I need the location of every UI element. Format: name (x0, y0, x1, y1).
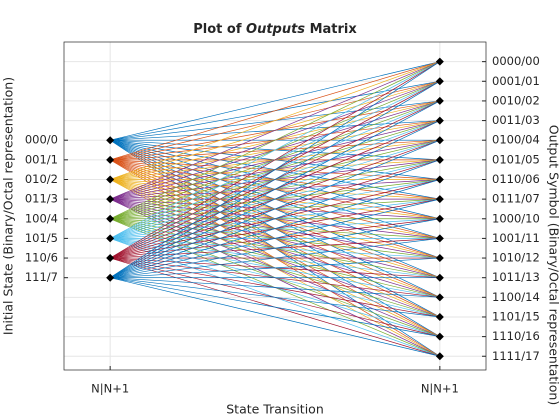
y2-tick-label: 0011/03 (492, 113, 540, 127)
state-node (106, 195, 115, 204)
transition-line (109, 61, 441, 259)
state-node (106, 234, 115, 243)
y2-tick-label: 0101/05 (492, 152, 540, 166)
output-node (435, 352, 444, 361)
transition-line (110, 61, 440, 141)
x-tick-label: N|N+1 (91, 382, 129, 396)
transition-line (109, 61, 441, 239)
transition-line (110, 139, 440, 279)
y2-tick-label: 1101/15 (492, 309, 540, 323)
y2-tick-label: 1010/12 (492, 251, 540, 265)
output-node (435, 293, 444, 302)
y-tick-label: 010/2 (25, 172, 58, 186)
state-node (106, 273, 115, 282)
y-tick-label: 111/7 (25, 270, 58, 284)
transition-line (110, 61, 440, 180)
y2-tick-label: 0001/01 (492, 74, 540, 88)
transition-line (110, 198, 440, 279)
state-node (106, 136, 115, 145)
transition-line (109, 100, 441, 278)
y2-tick-label: 0111/07 (492, 192, 540, 206)
title-part: Plot of (193, 22, 246, 37)
y2-tick-label: 0000/00 (492, 54, 540, 68)
y-tick-label: 101/5 (25, 231, 58, 245)
output-node (435, 214, 444, 223)
transition-line (110, 257, 440, 279)
y-tick-label: 100/4 (25, 211, 58, 225)
output-node (435, 234, 444, 243)
y-tick-label: 011/3 (25, 192, 58, 206)
plot-box (63, 41, 487, 371)
transition-line (110, 61, 440, 220)
output-node (435, 155, 444, 164)
x-tick-label: N|N+1 (421, 382, 459, 396)
transition-line (110, 277, 440, 337)
chart-title: Plot of Outputs Matrix (193, 22, 357, 37)
transition-line (110, 277, 440, 357)
transition-line (110, 179, 440, 279)
output-node (435, 175, 444, 184)
output-node (435, 116, 444, 125)
output-node (435, 57, 444, 66)
title-part: Outputs (246, 22, 305, 37)
transition-line (110, 218, 440, 279)
transition-line (110, 277, 440, 298)
y-axis-label: Initial State (Binary/Octal representati… (1, 77, 16, 335)
transition-line (110, 61, 440, 200)
y-tick-label: 000/0 (25, 133, 58, 147)
y-tick-label: 110/6 (25, 251, 58, 265)
transition-line (110, 238, 440, 279)
transition-line (110, 159, 440, 279)
y2-tick-label: 0100/04 (492, 133, 540, 147)
transition-line (109, 80, 441, 278)
y2-tick-label: 1111/17 (492, 349, 540, 363)
state-node (106, 254, 115, 263)
output-node (435, 77, 444, 86)
y2-tick-label: 1100/14 (492, 290, 540, 304)
state-node (106, 214, 115, 223)
output-node (435, 136, 444, 145)
transition-line (109, 61, 441, 278)
x-axis-label: State Transition (226, 402, 324, 417)
output-node (435, 254, 444, 263)
title-part: Matrix (305, 22, 357, 37)
y2-tick-label: 1110/16 (492, 329, 540, 343)
transition-line (110, 277, 440, 318)
transition-line (110, 120, 440, 279)
y2-tick-label: 1001/11 (492, 231, 540, 245)
y2-tick-label: 1000/10 (492, 211, 540, 225)
output-node (435, 312, 444, 321)
output-node (435, 195, 444, 204)
y2-tick-label: 1011/13 (492, 270, 540, 284)
y2-tick-label: 0010/02 (492, 93, 540, 107)
y2-tick-label: 0110/06 (492, 172, 540, 186)
state-node (106, 155, 115, 164)
output-node (435, 96, 444, 105)
output-node (435, 273, 444, 282)
state-node (106, 175, 115, 184)
y-tick-label: 001/1 (25, 152, 58, 166)
output-node (435, 332, 444, 341)
y2-axis-label: Output Symbol (Binary/Octal representati… (547, 125, 560, 405)
transition-line (110, 61, 440, 161)
